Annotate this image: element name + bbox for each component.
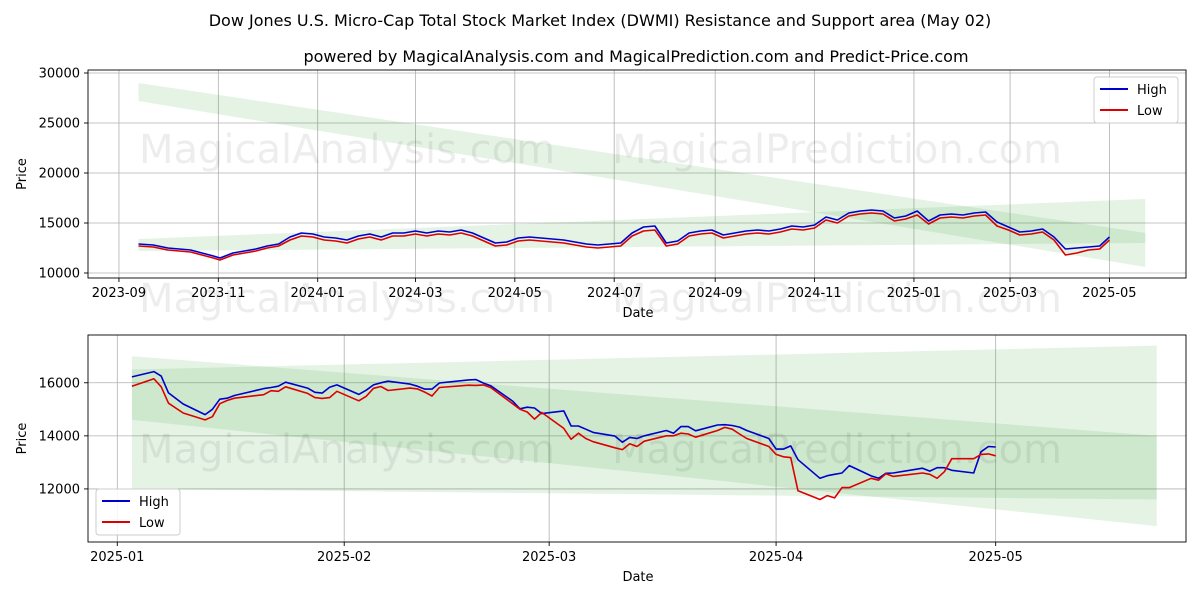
y-axis-label: Price (15, 158, 30, 190)
x-tick-label: 2024-07 (587, 286, 641, 301)
plot-frame (87, 334, 1187, 543)
plot-frame (87, 69, 1187, 279)
series-line-low (131, 378, 996, 501)
y-tick-label: 10000 (39, 267, 80, 282)
legend-label-high: High (1137, 83, 1167, 98)
watermark-text: MagicalPrediction.com (612, 276, 1062, 322)
series-line-high (138, 209, 1110, 259)
x-tick-label: 2025-03 (983, 286, 1037, 301)
legend-label-high: High (139, 495, 169, 510)
y-tick-label: 30000 (39, 67, 80, 82)
chart-subtitle: powered by MagicalAnalysis.com and Magic… (303, 47, 968, 66)
x-tick-label: 2025-01 (90, 550, 144, 565)
y-axis-label: Price (15, 423, 30, 455)
chart-title: Dow Jones U.S. Micro-Cap Total Stock Mar… (209, 11, 992, 30)
x-tick-label: 2023-09 (92, 286, 146, 301)
x-tick-label: 2025-05 (969, 550, 1023, 565)
y-tick-label: 16000 (39, 376, 80, 391)
band-1 (131, 345, 1157, 500)
legend-label-low: Low (139, 516, 165, 531)
legend: High Low (95, 488, 181, 536)
y-tick-label: 15000 (39, 217, 80, 232)
x-tick-label: 2023-11 (191, 286, 245, 301)
x-tick-label: 2024-01 (291, 286, 345, 301)
x-axis-label: Date (622, 306, 653, 321)
x-tick-label: 2025-01 (887, 286, 941, 301)
y-tick-label: 20000 (39, 167, 80, 182)
y-tick-label: 25000 (39, 117, 80, 132)
watermark-text: MagicalPrediction.com (612, 127, 1062, 173)
x-axis-label: Date (622, 570, 653, 585)
x-tick-label: 2024-05 (488, 286, 542, 301)
watermark-text: MagicalAnalysis.com (139, 127, 555, 173)
watermark-text: MagicalAnalysis.com (139, 276, 555, 322)
watermark-text: MagicalAnalysis.com (139, 427, 555, 473)
x-tick-label: 2025-05 (1082, 286, 1136, 301)
y-tick-label: 14000 (39, 429, 80, 444)
legend-label-low: Low (1137, 104, 1163, 119)
series-line-low (138, 212, 1110, 261)
x-tick-label: 2025-04 (749, 550, 803, 565)
x-tick-label: 2024-11 (787, 286, 841, 301)
band-1 (138, 199, 1146, 251)
legend: High Low (1093, 76, 1179, 124)
x-tick-label: 2024-03 (388, 286, 442, 301)
bottom-panel: MagicalAnalysis.com MagicalPrediction.com… (15, 334, 1187, 585)
x-tick-label: 2024-09 (688, 286, 742, 301)
top-panel: MagicalAnalysis.com MagicalPrediction.com… (15, 67, 1187, 322)
x-tick-label: 2025-02 (317, 550, 371, 565)
x-tick-label: 2025-03 (522, 550, 576, 565)
series-line-high (131, 370, 996, 480)
y-tick-label: 12000 (39, 482, 80, 497)
